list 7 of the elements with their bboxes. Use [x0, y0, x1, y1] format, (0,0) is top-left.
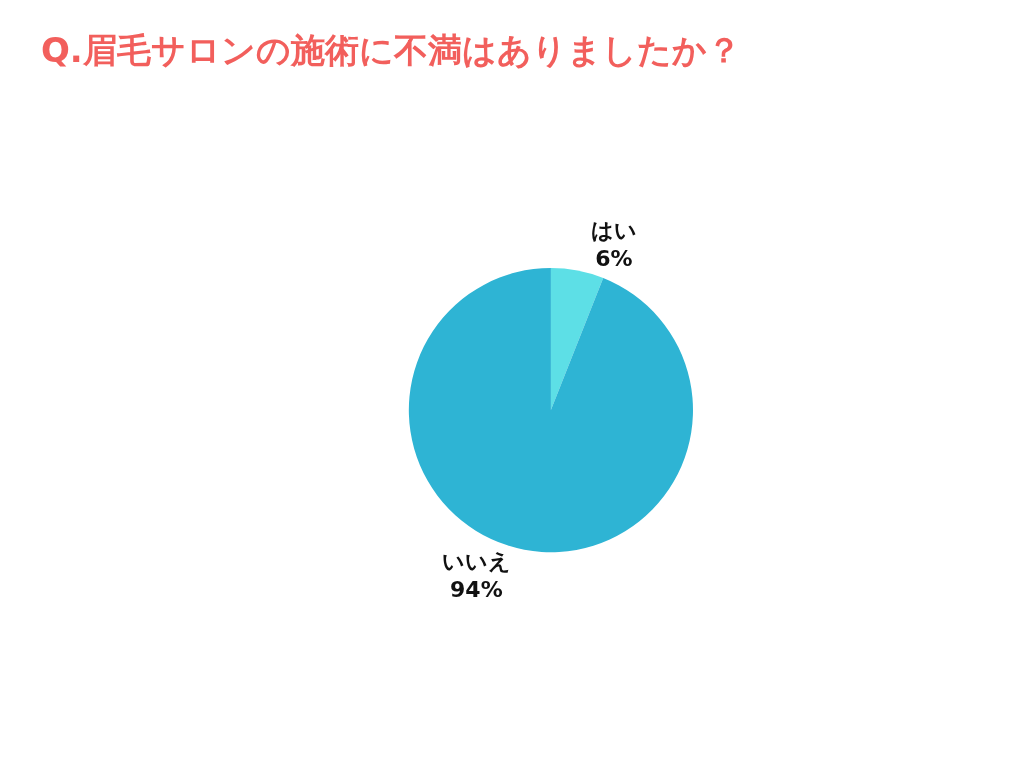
data-label: 6% [595, 246, 633, 272]
pie-slice [550, 268, 604, 411]
data-label: 94% [450, 577, 503, 603]
pie-slice [408, 268, 693, 552]
slice-label: いいえ [441, 548, 511, 574]
chart-title: Q.眉毛サロンの施術に不満はありましたか？ [40, 29, 741, 70]
slice-label: はい [590, 217, 637, 243]
